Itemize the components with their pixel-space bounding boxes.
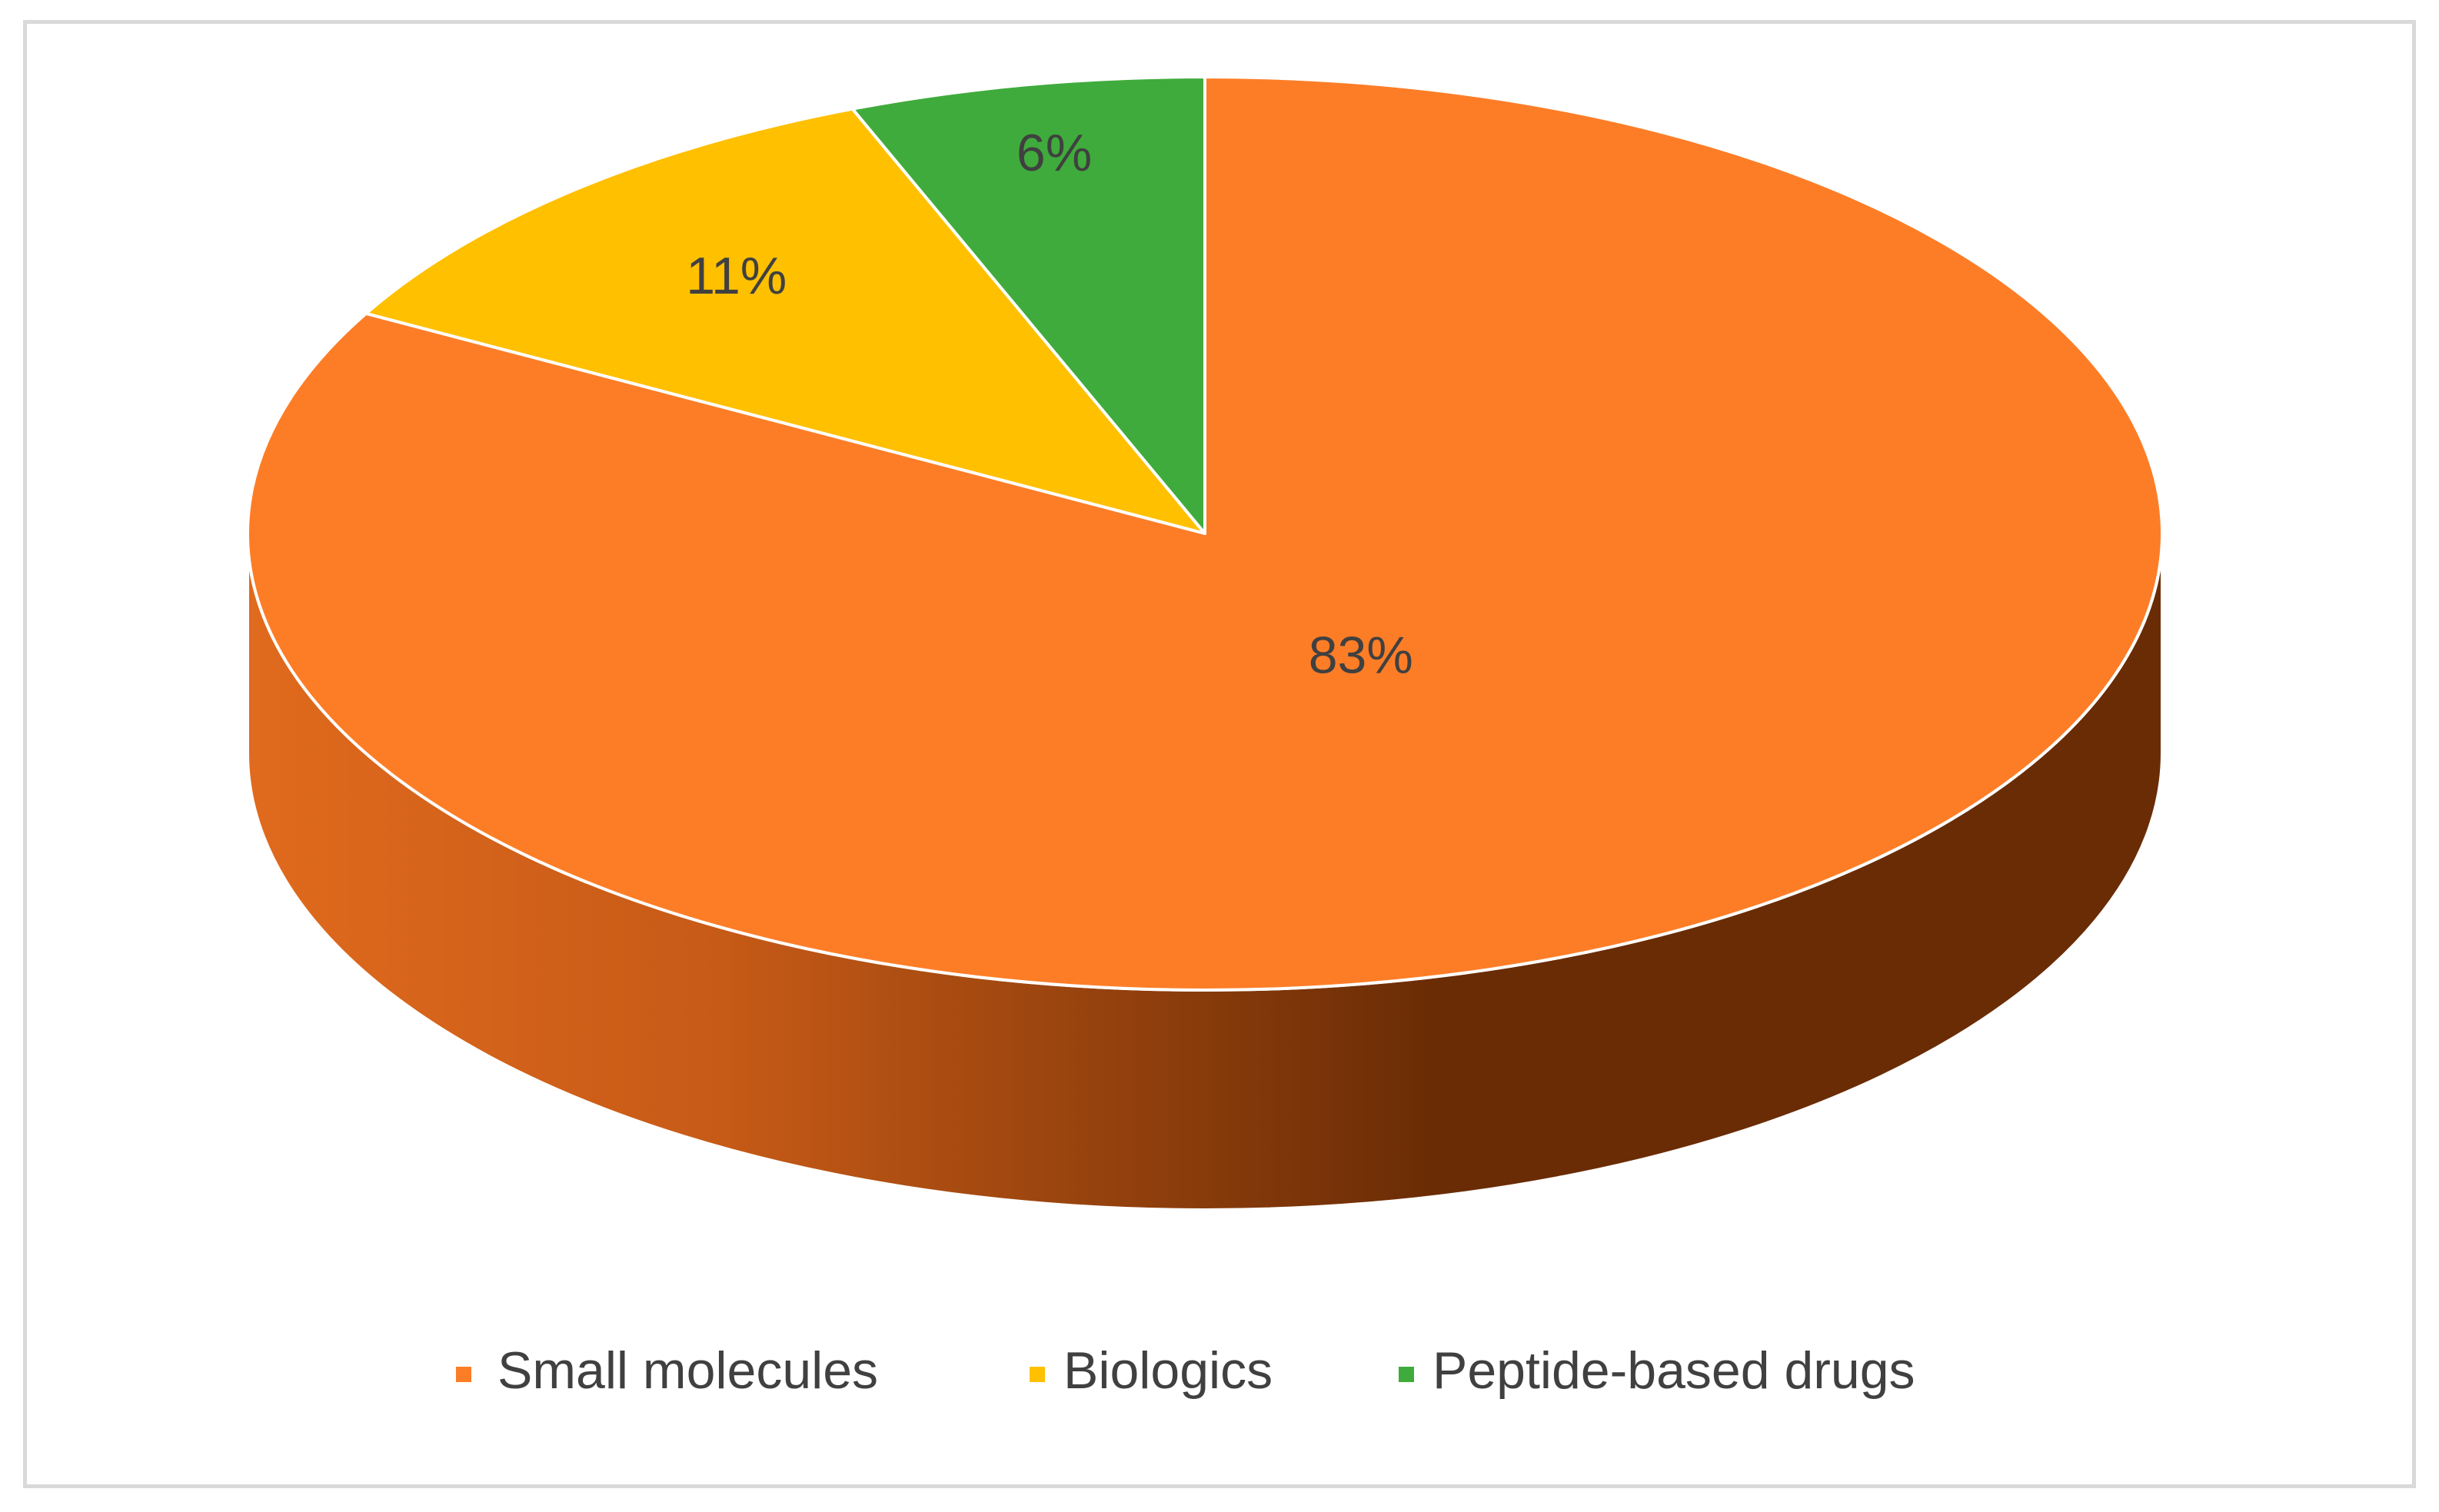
legend-marker-biologics <box>1030 1367 1045 1382</box>
chart-frame: 83% 11% 6% Small molecules Biologics Peptide… <box>23 20 2416 1488</box>
data-label-biologics: 11% <box>686 247 787 305</box>
data-label-peptide-based-drugs: 6% <box>1017 124 1092 182</box>
legend-label-biologics: Biologics <box>1063 1341 1273 1400</box>
data-label-small-molecules: 83% <box>1309 626 1413 685</box>
legend: Small molecules Biologics Peptide-based dr… <box>456 1341 1915 1400</box>
legend-label-small-molecules: Small molecules <box>497 1341 878 1400</box>
legend-label-peptide-based-drugs: Peptide-based drugs <box>1432 1341 1915 1400</box>
legend-item-small-molecules: Small molecules <box>456 1341 878 1400</box>
pie-chart: 83% 11% 6% Small molecules Biologics Peptide… <box>246 75 2164 1400</box>
legend-marker-peptide-based-drugs <box>1399 1367 1414 1382</box>
legend-item-biologics: Biologics <box>1030 1341 1273 1400</box>
pie-slice-biologics <box>364 107 1206 535</box>
pie-slice-peptide-based-drugs <box>850 75 1206 535</box>
legend-marker-small-molecules <box>456 1367 471 1382</box>
legend-item-peptide-based-drugs: Peptide-based drugs <box>1399 1341 1915 1400</box>
